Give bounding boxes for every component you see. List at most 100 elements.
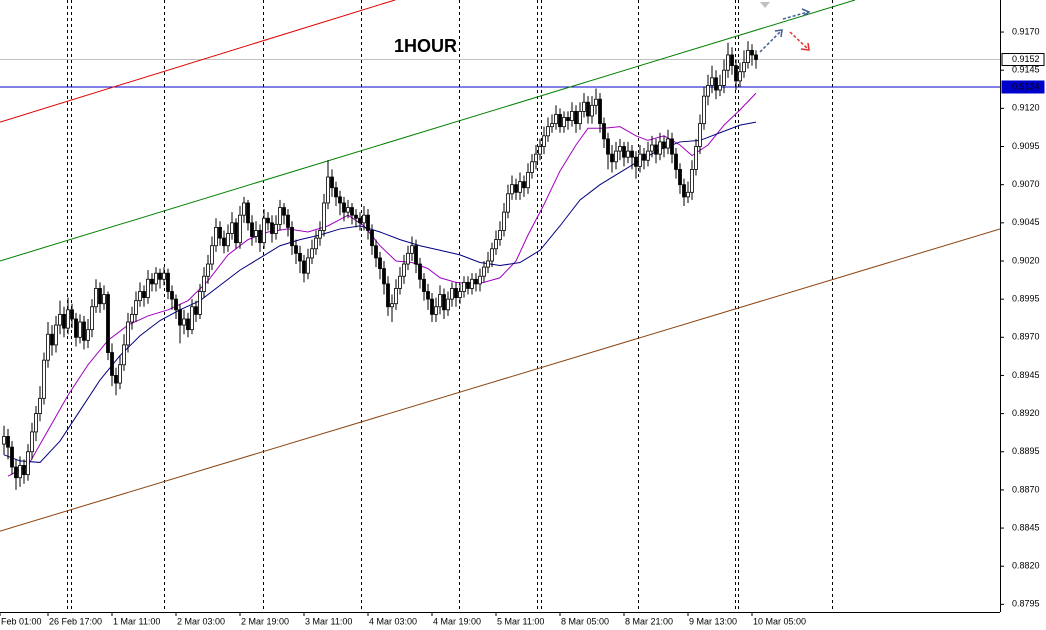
candle-body <box>458 291 462 299</box>
candle-body <box>122 344 126 366</box>
candle-body <box>426 291 430 300</box>
x-tick-label: 5 Mar 11:00 <box>497 616 544 626</box>
candle-body <box>714 77 718 91</box>
candle-body <box>322 202 326 231</box>
candle-body <box>622 146 626 158</box>
candle-body <box>494 239 498 250</box>
candle-body <box>190 306 194 331</box>
candle-body <box>454 288 458 299</box>
candle-body <box>6 436 10 448</box>
candle-body <box>750 49 754 56</box>
candle-body <box>254 230 258 237</box>
level-line-label: 0.9134 <box>1012 81 1040 91</box>
axes: 0.9170 0.9145 0.9120 0.9095 0.9070 0.9045 0.90… <box>0 26 1045 626</box>
candle-body <box>346 207 350 213</box>
x-tick-label: 3 Mar 11:00 <box>305 616 352 626</box>
candle-body <box>94 288 98 308</box>
x-tick-label: 8 Mar 21:00 <box>625 616 673 626</box>
candle-body <box>398 275 402 289</box>
candle-body <box>558 114 562 128</box>
y-tick-label: 0.9095 <box>1012 141 1040 151</box>
candle-body <box>194 306 198 315</box>
trendline <box>0 0 396 123</box>
y-tick-label: 0.9070 <box>1012 179 1040 189</box>
candle-body <box>362 214 366 224</box>
candle-body <box>502 211 506 231</box>
candle-body <box>110 352 114 376</box>
candle-body <box>270 222 274 234</box>
candle-body <box>490 248 494 262</box>
candle-body <box>90 306 94 331</box>
candle-body <box>278 207 282 225</box>
candle-body <box>710 77 714 86</box>
candle-body <box>374 245 378 259</box>
candle-body <box>226 233 230 247</box>
arrow <box>782 11 809 20</box>
candle-body <box>74 318 78 338</box>
y-tick-label: 0.8920 <box>1012 408 1040 418</box>
candle-body <box>382 268 386 285</box>
candle-body <box>722 69 726 86</box>
arrow-head <box>801 8 811 17</box>
candle-body <box>402 263 406 277</box>
candle-body <box>170 291 174 300</box>
candle-body <box>78 321 82 338</box>
candle-body <box>138 291 142 302</box>
candle-body <box>150 278 154 285</box>
candle-body <box>638 153 642 167</box>
x-tick-label: 10 Mar 05:00 <box>753 616 806 626</box>
candle-body <box>134 300 138 315</box>
chart-title: 1HOUR <box>394 36 457 56</box>
y-tick-label: 0.8970 <box>1012 332 1040 342</box>
candle-body <box>466 281 470 289</box>
candle-body <box>730 54 734 67</box>
candle-body <box>682 184 686 198</box>
candle-body <box>486 260 490 268</box>
candle-body <box>698 123 702 147</box>
candle-body <box>630 150 634 158</box>
level-line-tag <box>1001 80 1045 94</box>
candle-body <box>310 248 314 259</box>
candle-body <box>534 153 538 163</box>
candle-body <box>582 101 586 112</box>
candle-body <box>578 111 582 125</box>
candle-body <box>350 207 354 216</box>
y-tick-label: 0.8895 <box>1012 446 1040 456</box>
y-tick-label: 0.8820 <box>1012 561 1040 571</box>
x-tick-label: 4 Mar 19:00 <box>433 616 481 626</box>
y-tick-label: 0.8945 <box>1012 370 1040 380</box>
candle-body <box>126 321 130 346</box>
candle-body <box>262 217 266 244</box>
candle-body <box>650 144 654 152</box>
candle-body <box>294 245 298 254</box>
candle-body <box>234 222 238 244</box>
candle-body <box>562 117 566 128</box>
candle-body <box>286 214 290 228</box>
y-tick-label: 0.9020 <box>1012 255 1040 265</box>
candle-body <box>570 111 574 121</box>
bid-line-tag <box>1001 53 1045 67</box>
candle-body <box>550 123 554 128</box>
candle-body <box>2 436 6 445</box>
candle-body <box>414 245 418 265</box>
candle-body <box>210 245 214 265</box>
candle-body <box>446 298 450 311</box>
plot-lines <box>0 0 1000 532</box>
projection-arrows <box>759 2 811 53</box>
candle-body <box>394 288 398 305</box>
candle-body <box>598 98 602 125</box>
period-separators <box>67 0 833 612</box>
candle-body <box>242 202 246 216</box>
x-tick-label: 2 Mar 19:00 <box>241 616 289 626</box>
candle-body <box>174 298 178 311</box>
candle-body <box>238 214 242 244</box>
candle-body <box>646 150 650 161</box>
candle-body <box>702 95 706 125</box>
candle-body <box>434 306 438 315</box>
candle-body <box>670 138 674 155</box>
candle-body <box>62 313 66 329</box>
candle-body <box>386 283 390 308</box>
candle-body <box>654 144 658 155</box>
